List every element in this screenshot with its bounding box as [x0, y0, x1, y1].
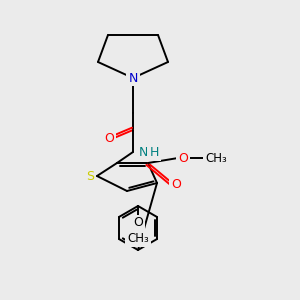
Text: O: O: [133, 217, 143, 230]
Text: H: H: [149, 146, 159, 160]
Text: N: N: [138, 146, 148, 160]
Text: S: S: [86, 170, 94, 184]
Text: O: O: [178, 152, 188, 164]
Text: CH₃: CH₃: [205, 152, 227, 164]
Text: O: O: [171, 178, 181, 191]
Text: N: N: [128, 71, 138, 85]
Text: O: O: [104, 133, 114, 146]
Text: CH₃: CH₃: [127, 232, 149, 245]
